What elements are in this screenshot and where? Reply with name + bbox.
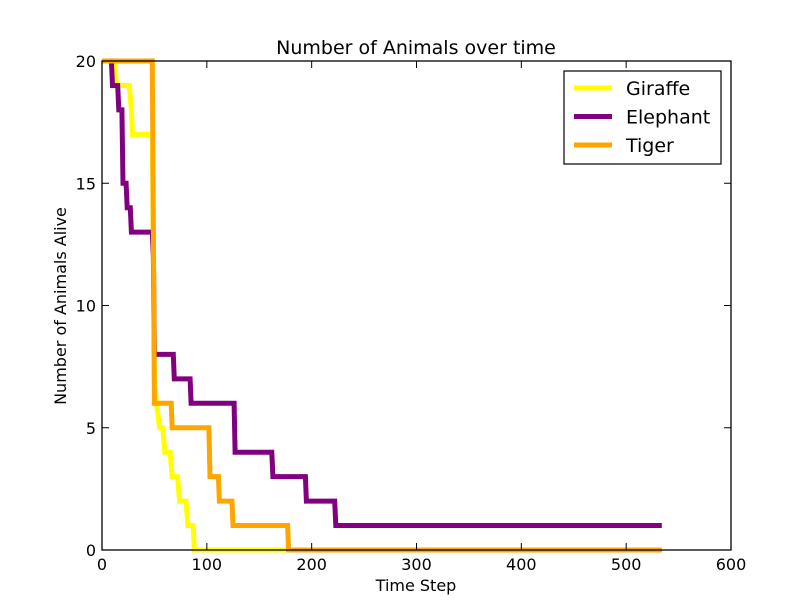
series-line-giraffe [102, 58, 662, 553]
x-tick-label: 0 [97, 555, 107, 574]
y-tick-label: 15 [76, 174, 96, 193]
x-tick-label: 600 [716, 555, 747, 574]
y-tick-label: 5 [86, 419, 96, 438]
x-tick-label: 200 [296, 555, 327, 574]
y-tick-label: 10 [76, 297, 96, 316]
legend-label-elephant: Elephant [626, 107, 710, 129]
legend-label-tiger: Tiger [625, 135, 674, 157]
x-tick-label: 300 [401, 555, 432, 574]
series-line-tiger [102, 58, 662, 553]
ticks: 0 100 200 300 400 500 600 0 5 10 15 20 [76, 52, 747, 574]
legend-label-giraffe: Giraffe [626, 78, 690, 100]
y-axis-label: Number of Animals Alive [51, 207, 70, 405]
x-tick-label: 500 [611, 555, 642, 574]
x-tick-label: 100 [192, 555, 223, 574]
y-tick-label: 0 [86, 541, 96, 560]
plot-lines [102, 58, 662, 553]
y-tick-label: 20 [76, 52, 96, 71]
x-axis-label: Time Step [375, 576, 457, 595]
x-tick-label: 400 [506, 555, 537, 574]
legend: Giraffe Elephant Tiger [563, 70, 722, 165]
chart-title: Number of Animals over time [276, 37, 556, 59]
